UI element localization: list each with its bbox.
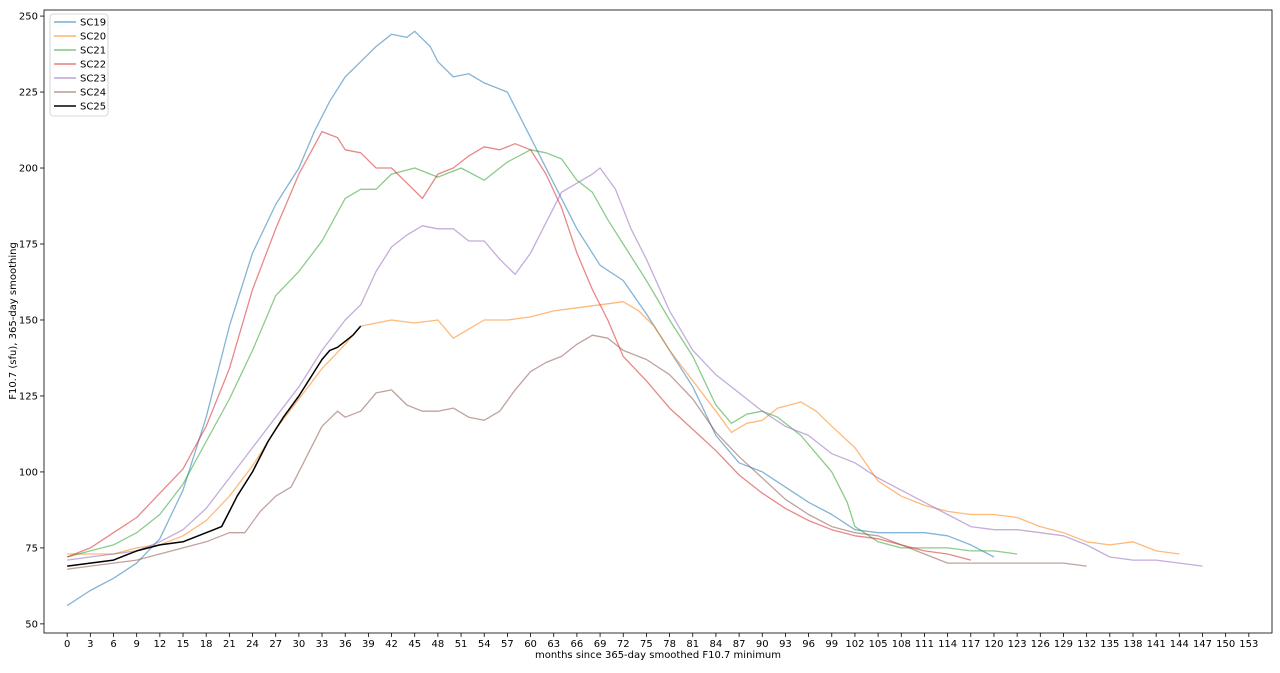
y-tick-label: 225 xyxy=(19,88,38,99)
plot-frame xyxy=(43,9,1273,634)
x-tick-label: 33 xyxy=(316,639,329,650)
legend-label-sc22: SC22 xyxy=(80,60,106,71)
x-tick-label: 30 xyxy=(293,639,306,650)
y-axis: 50 75 100 125 150 175 200 225 250 xyxy=(19,12,44,630)
x-tick-label: 81 xyxy=(686,639,699,650)
x-tick-label: 84 xyxy=(710,639,723,650)
x-tick-label: 132 xyxy=(1077,639,1096,650)
x-tick-label: 150 xyxy=(1216,639,1235,650)
x-tick-label: 153 xyxy=(1239,639,1258,650)
y-axis-label: F10.7 (sfu), 365-day smoothing xyxy=(8,242,19,400)
x-tick-label: 48 xyxy=(432,639,445,650)
x-tick-label: 129 xyxy=(1054,639,1073,650)
legend-box xyxy=(49,13,109,117)
x-tick-label: 114 xyxy=(938,639,957,650)
y-tick-label: 175 xyxy=(19,240,38,251)
x-tick-label: 0 xyxy=(64,639,70,650)
x-tick-label: 51 xyxy=(455,639,468,650)
x-tick-label: 66 xyxy=(571,639,584,650)
plot-background xyxy=(44,10,1272,633)
x-tick-label: 42 xyxy=(385,639,398,650)
x-axis: 0 3 6 9 12 15 18 21 24 27 30 33 36 39 42 45 48 51 54 57 60 63… xyxy=(64,633,1258,650)
x-tick-label: 96 xyxy=(802,639,815,650)
x-tick-label: 99 xyxy=(825,639,838,650)
x-tick-label: 105 xyxy=(869,639,888,650)
x-tick-label: 15 xyxy=(177,639,190,650)
y-tick-label: 100 xyxy=(19,467,38,478)
y-tick-label: 75 xyxy=(25,543,38,554)
x-tick-label: 39 xyxy=(362,639,375,650)
x-tick-label: 141 xyxy=(1147,639,1166,650)
x-tick-label: 54 xyxy=(478,639,491,650)
x-tick-label: 87 xyxy=(733,639,746,650)
legend: SC19 SC20 SC21 SC22 SC23 SC24 SC25 xyxy=(49,13,109,117)
x-tick-label: 123 xyxy=(1008,639,1027,650)
x-tick-label: 108 xyxy=(892,639,911,650)
x-tick-label: 117 xyxy=(961,639,980,650)
legend-label-sc25: SC25 xyxy=(80,102,106,113)
x-tick-label: 27 xyxy=(269,639,282,650)
legend-label-sc19: SC19 xyxy=(80,18,106,29)
series-line-sc21 xyxy=(67,149,1018,558)
x-tick-label: 120 xyxy=(984,639,1003,650)
x-axis-label: months since 365-day smoothed F10.7 mini… xyxy=(535,650,781,661)
y-tick-label: 200 xyxy=(19,164,38,175)
x-tick-label: 75 xyxy=(640,639,653,650)
x-tick-label: 72 xyxy=(617,639,630,650)
series-line-sc24 xyxy=(67,334,1087,570)
x-tick-label: 69 xyxy=(594,639,607,650)
legend-label-sc23: SC23 xyxy=(80,74,106,85)
y-tick-label: 150 xyxy=(19,315,38,326)
x-tick-label: 18 xyxy=(200,639,213,650)
x-tick-label: 57 xyxy=(501,639,514,650)
x-tick-label: 6 xyxy=(110,639,116,650)
legend-label-sc20: SC20 xyxy=(80,32,106,43)
x-tick-label: 78 xyxy=(663,639,676,650)
series-line-sc19 xyxy=(66,30,995,607)
x-tick-label: 36 xyxy=(339,639,352,650)
series-line-sc22 xyxy=(66,130,971,561)
legend-label-sc24: SC24 xyxy=(80,88,106,99)
x-tick-label: 45 xyxy=(408,639,421,650)
series-line-sc23 xyxy=(67,167,1203,567)
x-tick-label: 138 xyxy=(1123,639,1142,650)
x-tick-label: 135 xyxy=(1100,639,1119,650)
x-tick-label: 24 xyxy=(246,639,259,650)
y-tick-label: 125 xyxy=(19,391,38,402)
x-tick-label: 3 xyxy=(87,639,93,650)
x-tick-label: 126 xyxy=(1031,639,1050,650)
x-tick-label: 144 xyxy=(1170,639,1189,650)
legend-label-sc21: SC21 xyxy=(80,46,106,57)
y-tick-label: 250 xyxy=(19,12,38,23)
x-tick-label: 111 xyxy=(915,639,934,650)
x-tick-label: 9 xyxy=(133,639,139,650)
series-line-sc25 xyxy=(67,325,362,567)
x-tick-label: 60 xyxy=(524,639,537,650)
x-tick-label: 90 xyxy=(756,639,769,650)
x-tick-label: 93 xyxy=(779,639,792,650)
y-tick-label: 50 xyxy=(25,619,38,630)
x-tick-label: 63 xyxy=(547,639,560,650)
series-layer xyxy=(66,30,1203,607)
x-tick-label: 102 xyxy=(845,639,864,650)
x-tick-label: 12 xyxy=(153,639,166,650)
x-tick-label: 21 xyxy=(223,639,236,650)
x-tick-label: 147 xyxy=(1193,639,1212,650)
